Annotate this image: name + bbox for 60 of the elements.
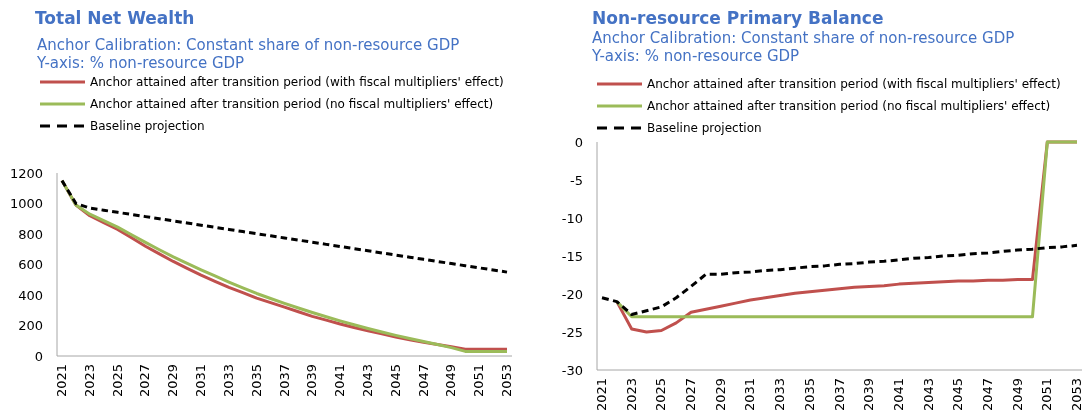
x-tick-label: 2049: [1009, 378, 1025, 412]
x-tick-label: 2025: [653, 378, 669, 412]
x-tick-label: 2021: [594, 378, 609, 412]
x-tick-label: 2021: [54, 364, 69, 398]
y-tick-label: -5: [570, 172, 583, 188]
x-tick-label: 2043: [359, 364, 375, 398]
y-tick-label: -25: [561, 324, 583, 340]
y-tick-label: 1000: [9, 196, 43, 212]
x-tick-label: 2045: [387, 364, 403, 398]
x-tick-label: 2027: [137, 364, 153, 398]
x-tick-label: 2033: [772, 378, 788, 412]
x-tick-label: 2025: [109, 364, 125, 398]
x-tick-label: 2041: [890, 378, 906, 412]
x-tick-label: 2053: [499, 364, 514, 398]
x-tick-label: 2043: [920, 378, 936, 412]
chart-subtitle: Anchor Calibration: Constant share of non-resource GDP Y-axis: % non-resource GDP: [591, 29, 1015, 65]
x-tick-label: 2047: [979, 378, 995, 412]
x-tick-label: 2035: [248, 364, 264, 398]
x-tick-label: 2023: [81, 364, 97, 398]
x-tick-label: 2049: [443, 364, 459, 398]
legend-label: Anchor attained after transition period (no fiscal multipliers' effect): [647, 99, 1051, 113]
y-tick-label: 800: [18, 226, 43, 242]
x-tick-label: 2047: [415, 364, 431, 398]
x-tick-label: 2037: [831, 378, 847, 412]
y-tick-label: 400: [18, 287, 43, 303]
chart-title: Total Net Wealth: [35, 8, 195, 28]
line-series: [60, 179, 509, 274]
x-tick-label: 2023: [623, 378, 639, 412]
x-tick-label: 2039: [304, 364, 320, 398]
x-tick-label: 2051: [1039, 378, 1055, 412]
y-tick-label: -30: [561, 362, 583, 378]
x-tick-label: 2041: [332, 364, 348, 398]
legend-label: Anchor attained after transition period (with fiscal multipliers' effect): [647, 77, 1061, 91]
y-tick-label: 0: [34, 348, 43, 364]
x-tick-label: 2039: [861, 378, 877, 412]
x-tick-label: 2029: [712, 378, 728, 412]
y-tick-label: 600: [18, 257, 43, 273]
x-tick-label: 2051: [471, 364, 487, 398]
x-tick-label: 2035: [801, 378, 817, 412]
legend-label: Anchor attained after transition period (no fiscal multipliers' effect): [90, 97, 494, 111]
y-tick-label: 1200: [9, 165, 43, 181]
chart-subtitle: Anchor Calibration: Constant share of non-resource GDP Y-axis: % non-resource GDP: [36, 36, 460, 72]
chart-title: Non-resource Primary Balance: [592, 8, 884, 28]
x-tick-label: 2053: [1069, 378, 1084, 412]
x-tick-label: 2031: [742, 378, 758, 412]
legend-label: Anchor attained after transition period (with fiscal multipliers' effect): [90, 75, 504, 89]
x-tick-label: 2029: [165, 364, 181, 398]
legend-label: Baseline projection: [647, 121, 762, 135]
x-tick-label: 2037: [276, 364, 292, 398]
y-tick-label: -20: [561, 286, 583, 302]
x-tick-label: 2033: [220, 364, 236, 398]
y-tick-label: 0: [574, 134, 583, 150]
x-tick-label: 2027: [683, 378, 699, 412]
x-tick-label: 2031: [193, 364, 209, 398]
line-series: [600, 243, 1079, 317]
y-tick-label: 200: [18, 318, 43, 334]
y-tick-label: -10: [561, 210, 583, 226]
legend-label: Baseline projection: [90, 119, 205, 133]
y-tick-label: -15: [561, 248, 583, 264]
x-tick-label: 2045: [950, 378, 966, 412]
